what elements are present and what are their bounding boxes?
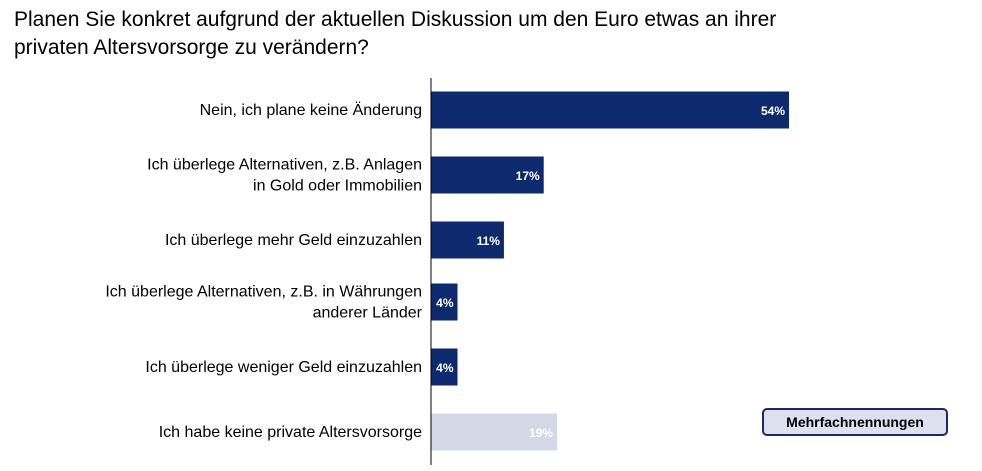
title-line-1: Planen Sie konkret aufgrund der aktuelle…: [14, 8, 777, 31]
multiple-answers-note: Mehrfachnennungen: [762, 408, 948, 436]
data-label: 11%: [477, 234, 501, 248]
category-label: Ich habe keine private Altersvorsorge: [159, 424, 422, 441]
data-label: 4%: [436, 296, 454, 310]
category-label: Ich überlege mehr Geld einzuzahlen: [165, 232, 422, 249]
bar: [431, 413, 557, 451]
bar: [431, 221, 504, 259]
category-label: Ich überlege weniger Geld einzuzahlen: [145, 359, 422, 376]
category-label: Ich überlege Alternativen, z.B. Anlagen: [147, 157, 422, 174]
bar: [431, 91, 790, 129]
data-label: 54%: [761, 104, 785, 118]
category-label: Ich überlege Alternativen, z.B. in Währu…: [105, 284, 422, 301]
category-label: Nein, ich plane keine Änderung: [200, 101, 422, 119]
title-line-2: privaten Altersvorsorge zu verändern?: [14, 36, 369, 59]
bar: [431, 156, 544, 194]
data-label: 19%: [529, 426, 553, 440]
bar: [431, 348, 458, 386]
chart-title: Planen Sie konkret aufgrund der aktuelle…: [14, 6, 914, 62]
category-label: anderer Länder: [313, 305, 423, 322]
data-label: 4%: [436, 361, 454, 375]
bar: [431, 283, 458, 321]
data-label: 17%: [516, 169, 540, 183]
category-label: in Gold oder Immobilien: [253, 178, 422, 195]
